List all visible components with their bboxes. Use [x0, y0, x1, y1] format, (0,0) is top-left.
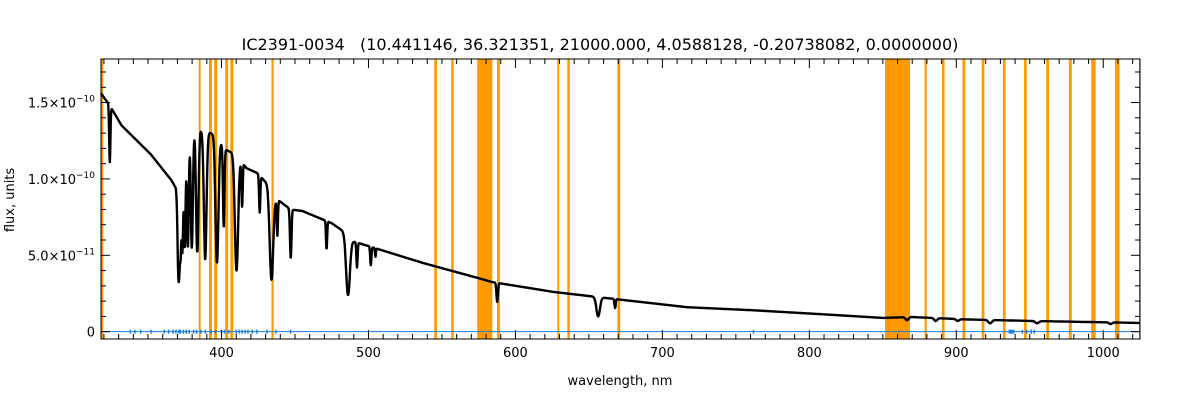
flux-series	[100, 92, 1141, 326]
masked-region	[434, 59, 437, 339]
x-axis-title: wavelength, nm	[568, 374, 673, 389]
masked-region	[567, 59, 570, 339]
masked-region	[1024, 59, 1027, 339]
x-tick-label: 1000	[1087, 346, 1120, 361]
y-axis-title: flux, units	[3, 168, 18, 233]
plot-frame	[100, 58, 1141, 340]
masked-region	[1002, 59, 1006, 339]
y-tick-label: 5.0×10−11	[28, 247, 95, 264]
masked-region	[1091, 59, 1096, 339]
y-tick-label: 1.5×10−10	[28, 95, 95, 112]
error-series	[101, 329, 1140, 334]
masked-region	[225, 59, 229, 339]
x-tick-label: 900	[944, 346, 969, 361]
axes: 400 500 600 700 800 900 1000 0 5.0×10−11 1.0×10−1…	[28, 58, 1141, 361]
masked-region	[230, 59, 234, 339]
masked-region	[885, 59, 911, 339]
masked-region	[1046, 59, 1050, 339]
masked-region	[451, 59, 454, 339]
masked-region	[209, 59, 212, 339]
masked-region	[962, 59, 966, 339]
x-tick-label: 400	[209, 346, 234, 361]
x-tick-label: 500	[356, 346, 381, 361]
y-tick-label: 0	[87, 326, 95, 341]
masked-region	[477, 59, 493, 339]
masked-region	[557, 59, 560, 339]
masked-region	[271, 59, 274, 339]
masked-regions	[101, 59, 1141, 339]
x-tick-label: 700	[650, 346, 675, 361]
masked-region	[924, 59, 927, 339]
masked-region	[942, 59, 945, 339]
masked-region	[981, 59, 985, 339]
masked-region	[497, 59, 500, 339]
x-tick-label: 800	[797, 346, 822, 361]
masked-region	[1115, 59, 1120, 339]
masked-region	[1068, 59, 1072, 339]
x-tick-label: 600	[503, 346, 528, 361]
chart-title: IC2391-0034 (10.441146, 36.321351, 21000…	[242, 35, 959, 54]
masked-region	[101, 59, 104, 339]
flux-line	[100, 92, 1141, 326]
masked-region	[617, 59, 621, 339]
y-tick-label: 1.0×10−10	[28, 171, 95, 188]
